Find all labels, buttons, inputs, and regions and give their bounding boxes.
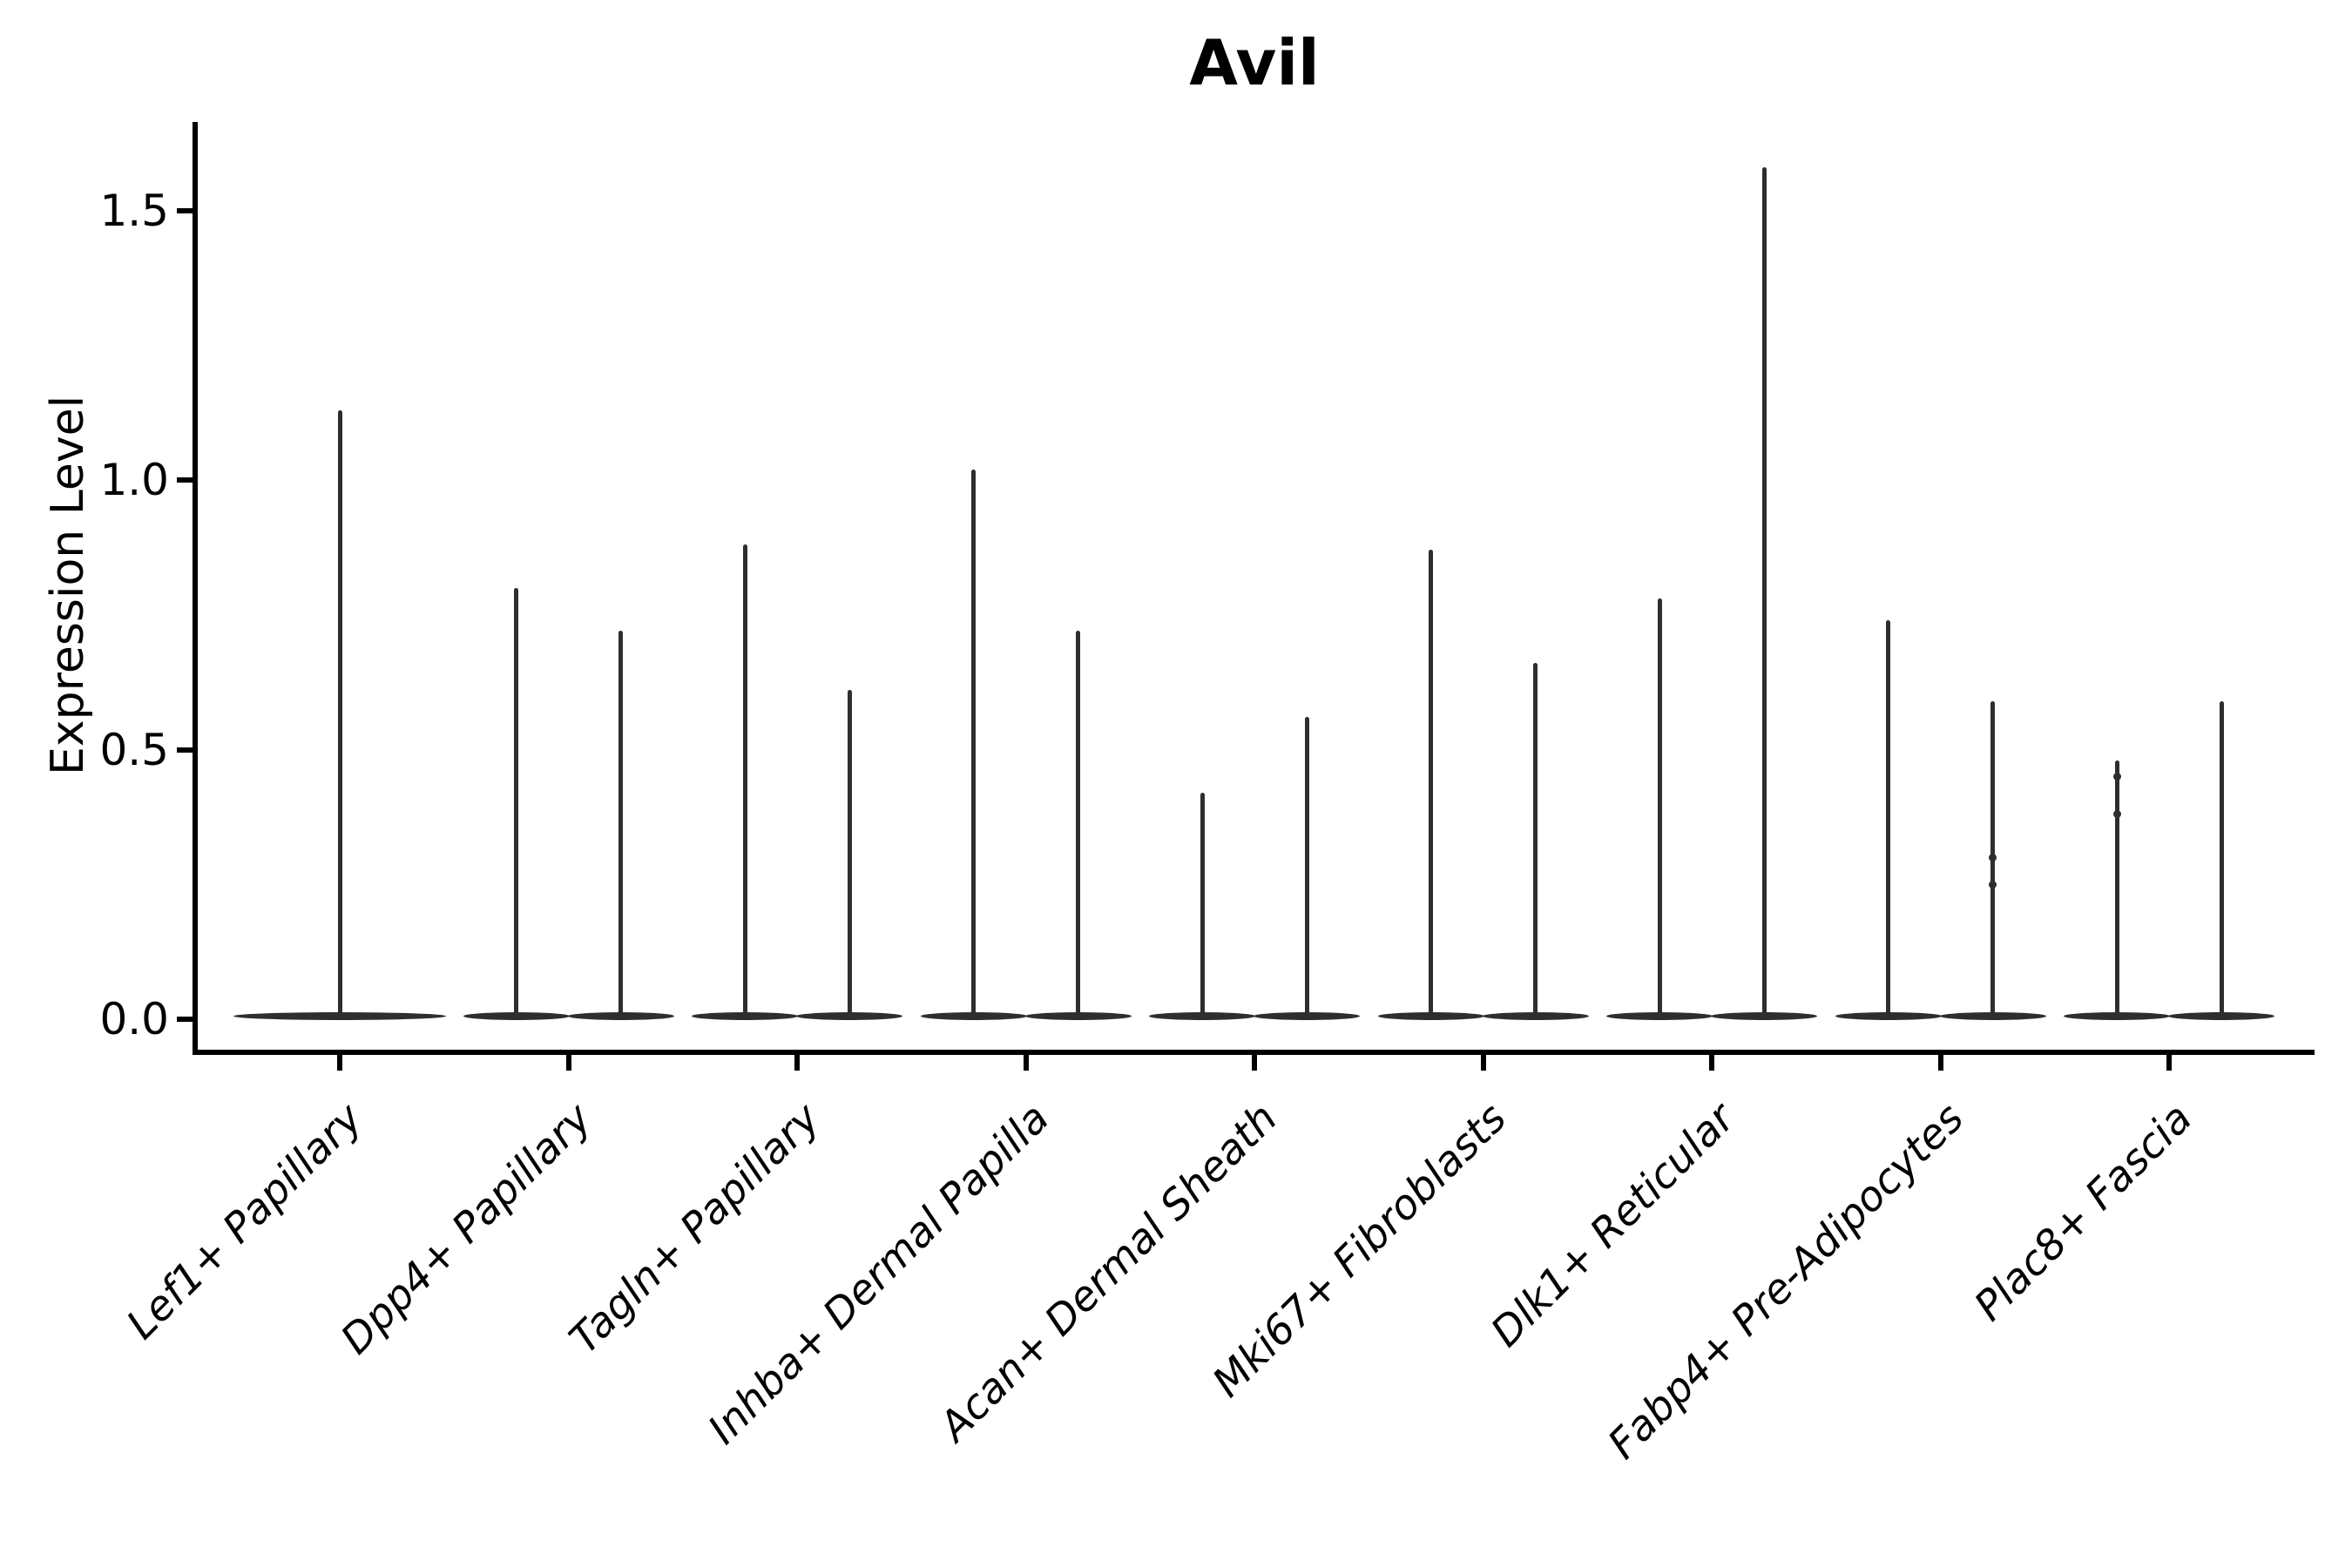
x-tick xyxy=(1480,1055,1486,1071)
y-tick-label: 1.0 xyxy=(99,455,169,505)
chart-title: Avil xyxy=(1189,26,1320,99)
y-tick-label: 0.0 xyxy=(99,994,169,1044)
violin-spike xyxy=(1657,598,1662,1017)
y-tick-label: 0.5 xyxy=(99,724,169,775)
violin-spike xyxy=(1533,663,1538,1017)
x-tick xyxy=(1023,1055,1029,1071)
violin-spike xyxy=(1429,550,1433,1017)
violin-spike xyxy=(847,690,852,1017)
violin-bump-dot xyxy=(1989,880,1997,889)
x-tick xyxy=(337,1055,342,1071)
violin-bump-dot xyxy=(2112,810,2121,819)
violin-spike xyxy=(1761,166,1767,1017)
x-tick xyxy=(1937,1055,1943,1071)
x-tick xyxy=(1252,1055,1257,1071)
x-tick xyxy=(2166,1055,2172,1071)
y-axis-spine xyxy=(193,122,198,1055)
y-tick xyxy=(177,207,193,213)
violin-spike xyxy=(1886,619,1890,1017)
violin-spike xyxy=(618,631,623,1017)
violin-spike xyxy=(1200,793,1205,1017)
violin-spike xyxy=(514,587,518,1017)
violin-spike xyxy=(337,409,342,1017)
violin-spike xyxy=(1076,631,1080,1017)
x-tick xyxy=(794,1055,800,1071)
violin-spike xyxy=(971,469,976,1017)
violin-spike xyxy=(2114,760,2119,1017)
violin-spike xyxy=(1304,717,1309,1017)
y-tick xyxy=(177,477,193,483)
x-axis-spine xyxy=(193,1050,2315,1055)
x-tick xyxy=(1709,1055,1714,1071)
y-tick xyxy=(177,1017,193,1022)
x-tick xyxy=(565,1055,571,1071)
violin-bump-dot xyxy=(2112,772,2121,781)
violin-spike xyxy=(2219,700,2224,1017)
violin-spike xyxy=(742,544,747,1017)
y-tick xyxy=(177,747,193,753)
violin-bump-dot xyxy=(1989,853,1997,862)
y-tick-label: 1.5 xyxy=(99,185,169,236)
